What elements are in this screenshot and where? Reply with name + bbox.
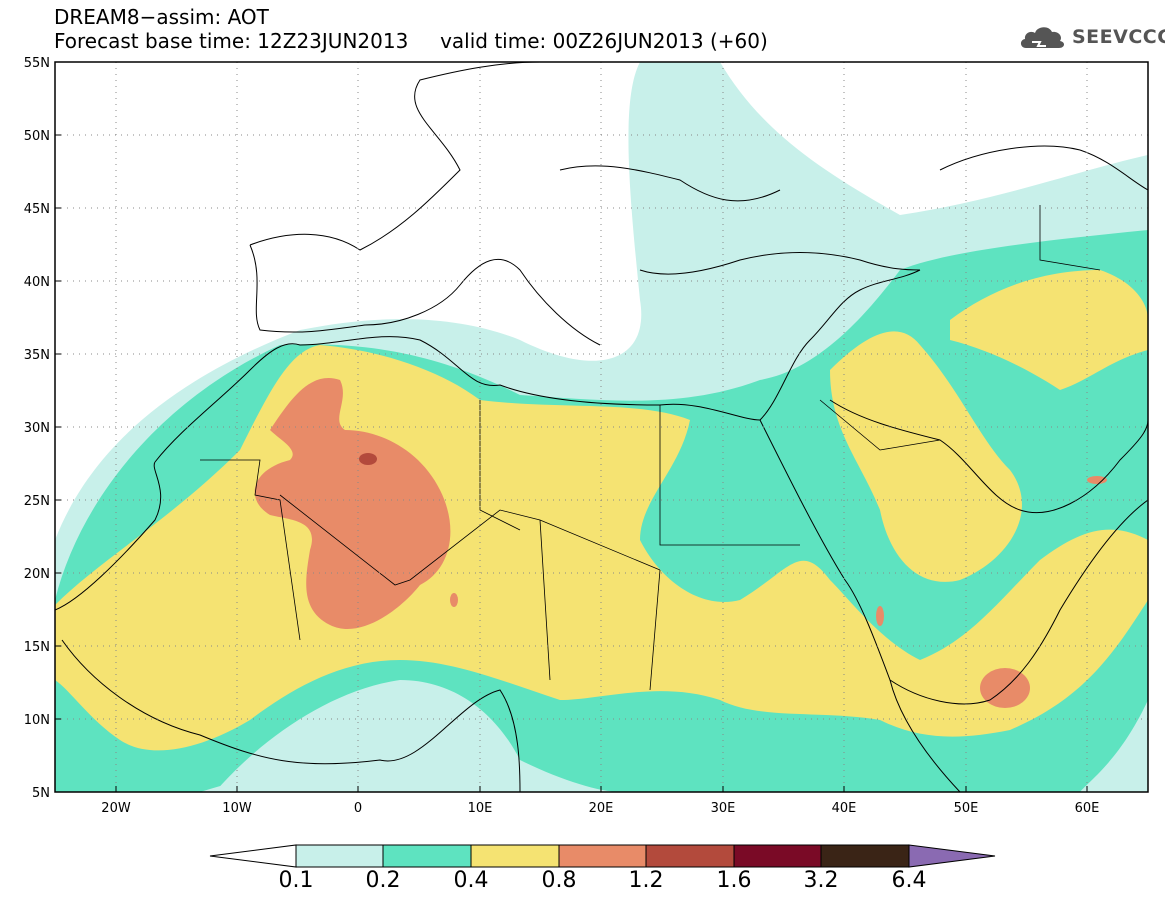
lon-label: 50E [954, 801, 979, 816]
lon-label: 20E [589, 801, 614, 816]
lon-label: 0 [354, 801, 362, 816]
forecast-times: Forecast base time: 12Z23JUN2013 valid t… [54, 29, 768, 53]
lat-label: 15N [24, 640, 50, 655]
country-borders [200, 205, 1101, 691]
colorbar-swatch [295, 844, 384, 868]
map-title: DREAM8−assim: AOT [54, 5, 269, 29]
colorbar-swatch [558, 844, 647, 868]
lat-label: 55N [24, 56, 50, 71]
colorbar-label: 1.2 [628, 868, 664, 893]
lon-label: 20W [101, 801, 131, 816]
lon-label: 30E [711, 801, 736, 816]
colorbar [209, 844, 996, 868]
lon-label: 60E [1075, 801, 1100, 816]
lon-label: 40E [832, 801, 857, 816]
colorbar-swatch [382, 844, 472, 868]
lon-label: 10E [468, 801, 493, 816]
colorbar-upper-arrow [908, 844, 996, 868]
colorbar-label: 6.4 [891, 868, 927, 893]
colorbar-swatch [820, 844, 910, 868]
lat-label: 50N [24, 129, 50, 144]
colorbar-swatch [470, 844, 560, 868]
graticule [55, 62, 1148, 792]
colorbar-lower-arrow [209, 844, 297, 868]
map-area [55, 62, 1148, 792]
lat-label: 5N [32, 786, 50, 801]
colorbar-label: 3.2 [803, 868, 839, 893]
colorbar-label: 0.8 [541, 868, 577, 893]
lat-label: 25N [24, 494, 50, 509]
colorbar-swatch [733, 844, 822, 868]
colorbar-label: 1.6 [716, 868, 752, 893]
lat-label: 10N [24, 713, 50, 728]
colorbar-label: 0.4 [453, 868, 489, 893]
lat-label: 30N [24, 421, 50, 436]
lat-label: 35N [24, 348, 50, 363]
lon-labels: 20W 10W 0 10E 20E 30E 40E 50E 60E [101, 801, 1099, 816]
lat-label: 20N [24, 567, 50, 582]
seevccc-logo: SEEVCCC [1018, 22, 1165, 52]
lat-label: 40N [24, 275, 50, 290]
aot-field-1.2 [359, 453, 377, 465]
cloud-logo-icon [1020, 27, 1065, 48]
logo-text: SEEVCCC [1072, 26, 1165, 48]
lat-labels: 55N 50N 45N 40N 35N 30N 25N 20N 15N 10N … [24, 56, 50, 801]
colorbar-swatch [645, 844, 735, 868]
colorbar-label: 0.1 [278, 868, 314, 893]
colorbar-label: 0.2 [365, 868, 401, 893]
lon-label: 10W [222, 801, 252, 816]
axis-ticks [55, 61, 1088, 792]
coastlines [55, 62, 1148, 792]
lat-label: 45N [24, 202, 50, 217]
